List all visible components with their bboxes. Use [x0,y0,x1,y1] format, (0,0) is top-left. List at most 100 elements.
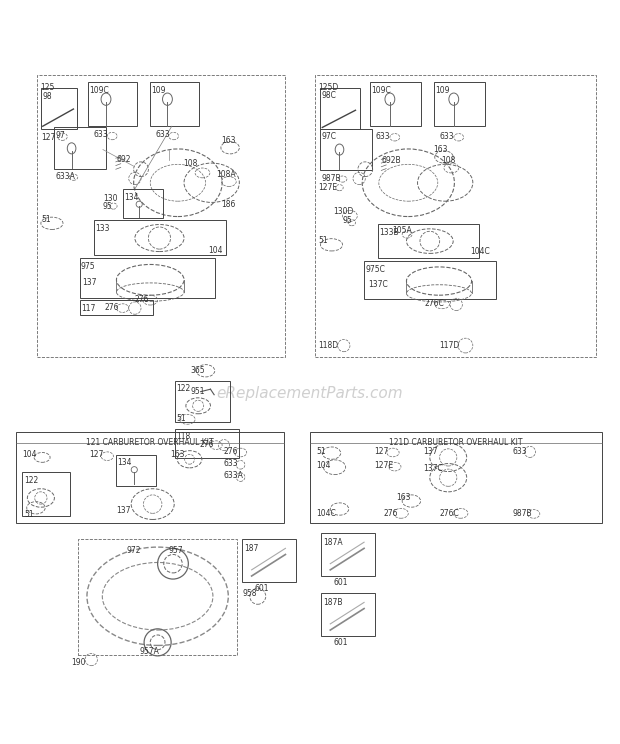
Bar [22,472,70,516]
Text: 365: 365 [190,365,205,375]
Bar [116,455,156,486]
Text: 187B: 187B [323,598,342,607]
Text: 118: 118 [177,432,191,441]
Bar [310,432,602,522]
Text: 108: 108 [183,158,197,167]
Text: 51: 51 [41,215,50,224]
Text: 276: 276 [135,295,149,304]
Bar [94,220,226,255]
Text: 104C: 104C [316,509,336,518]
Text: 118D: 118D [319,341,339,350]
Bar [79,300,153,315]
Text: 276C: 276C [439,509,459,518]
Bar [315,75,596,356]
Bar [87,82,137,126]
Text: 95: 95 [103,202,113,211]
Text: 117: 117 [81,304,95,312]
Text: 133B: 133B [379,228,399,237]
Text: 601: 601 [334,577,348,586]
Text: 130D: 130D [334,207,354,216]
Text: 276C: 276C [424,298,444,308]
Text: 125: 125 [40,83,55,92]
Bar [378,224,479,257]
Text: 121D CARBURETOR OVERHAUL KIT: 121D CARBURETOR OVERHAUL KIT [389,437,523,446]
Text: 633: 633 [155,130,170,139]
Text: 163: 163 [433,145,448,154]
Text: 109: 109 [151,86,166,94]
Text: 51: 51 [177,414,186,423]
Text: 127: 127 [41,132,55,142]
Text: 692: 692 [117,155,131,164]
Text: 97C: 97C [321,132,336,141]
Text: 987B: 987B [513,509,533,518]
Bar [16,432,283,522]
Text: 108A: 108A [216,170,236,179]
Bar [41,88,76,129]
Text: 601: 601 [334,638,348,647]
Bar [370,82,420,126]
Text: 98: 98 [42,92,51,101]
Text: 97: 97 [55,131,64,140]
Text: 109C: 109C [89,86,108,94]
Text: 134: 134 [124,193,138,202]
Text: 187A: 187A [323,538,342,547]
Text: 633: 633 [439,132,454,141]
Text: 951: 951 [190,387,205,396]
Text: 51: 51 [316,446,326,456]
Bar [37,75,285,356]
Text: 109: 109 [435,86,450,94]
Bar [150,82,200,126]
Text: 958: 958 [242,589,257,597]
Text: 163: 163 [396,493,410,502]
Bar [175,429,239,458]
Text: 137C: 137C [423,464,443,473]
Text: 104: 104 [22,450,37,460]
Text: 163: 163 [170,450,184,460]
Text: 276: 276 [200,440,214,449]
Text: 104: 104 [316,461,330,470]
Text: 633A: 633A [224,472,244,481]
Text: 137: 137 [116,506,130,515]
Text: 957: 957 [169,545,184,555]
Text: 134: 134 [118,458,132,467]
Text: eReplacementParts.com: eReplacementParts.com [216,386,404,401]
Text: 117D: 117D [439,341,459,350]
Text: 137: 137 [423,446,438,456]
Text: 127: 127 [374,446,389,456]
Bar [364,261,496,300]
Text: 957A: 957A [139,647,159,656]
Bar [321,593,375,636]
Bar [321,533,375,576]
Text: 122: 122 [24,476,38,485]
Bar [434,82,484,126]
Text: 633: 633 [224,459,239,468]
Text: 633A: 633A [55,172,75,181]
Text: 95: 95 [343,216,352,225]
Text: 987B: 987B [321,174,340,183]
Text: 137: 137 [82,278,97,287]
Text: 190: 190 [71,658,86,667]
Bar [175,381,230,423]
Text: 972: 972 [127,545,141,555]
Text: 137C: 137C [368,280,388,289]
Text: 276: 276 [224,446,239,456]
Bar [123,189,162,219]
Text: 692B: 692B [382,156,402,165]
Text: 633: 633 [513,446,528,456]
Text: 104C: 104C [470,247,490,256]
Text: 122: 122 [177,385,191,394]
Text: 127E: 127E [374,461,394,470]
Text: 130: 130 [103,193,117,202]
Text: 975C: 975C [365,265,385,274]
Bar [54,127,106,169]
Text: 601: 601 [255,584,269,593]
Text: 127: 127 [89,450,103,460]
Text: 125D: 125D [319,83,339,92]
Text: 51: 51 [319,236,328,245]
Text: 186: 186 [221,199,235,209]
Bar [242,539,296,582]
Text: 975: 975 [81,262,95,271]
Text: 98C: 98C [321,92,336,100]
Text: 105A: 105A [392,226,412,235]
Bar [78,539,237,655]
